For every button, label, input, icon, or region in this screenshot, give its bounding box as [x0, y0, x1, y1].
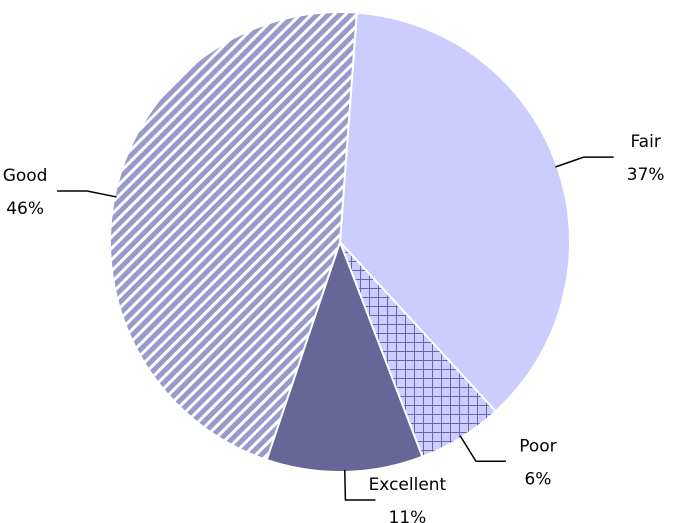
slice-value-label: 46% — [6, 199, 44, 219]
leader-line — [57, 190, 117, 198]
slice-value-label: 6% — [524, 469, 551, 489]
slice-label: Excellent — [369, 475, 447, 495]
leader-line — [459, 435, 506, 463]
slice-label: Fair — [630, 132, 660, 152]
slice-label: Poor — [519, 436, 556, 456]
slice-value-label: 11% — [389, 508, 427, 523]
slice-label: Good — [3, 166, 48, 186]
leader-line — [555, 156, 614, 168]
leader-line — [344, 469, 376, 501]
slice-value-label: 37% — [627, 165, 665, 185]
